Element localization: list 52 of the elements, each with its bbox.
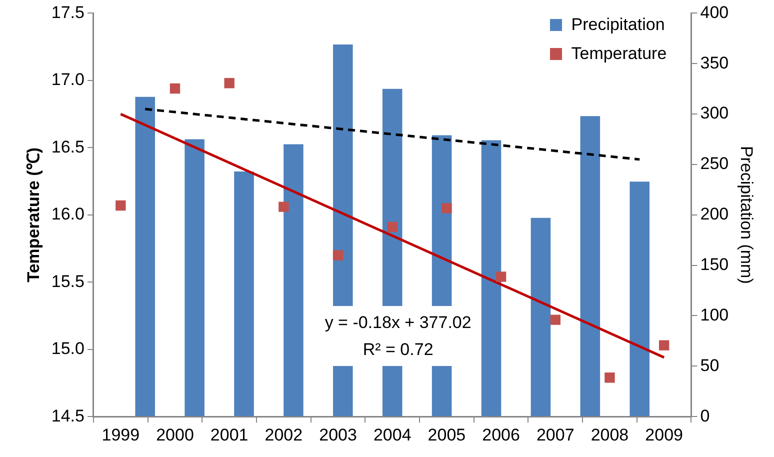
point xyxy=(278,202,289,212)
legend-label: Precipitation xyxy=(571,15,665,36)
x-tick-label: 2002 xyxy=(264,425,303,444)
x-tick-label: 2004 xyxy=(373,425,412,444)
x-tick-label: 2000 xyxy=(156,425,194,444)
annotation: y = -0.18x + 377.02 xyxy=(324,312,472,334)
bar xyxy=(234,172,254,416)
y2-tick-label: 400 xyxy=(700,2,729,22)
point xyxy=(224,78,234,88)
y-axis-title: Temperature (℃) xyxy=(24,148,43,282)
legend-label: Temperature xyxy=(571,44,667,64)
y2-tick-label: 200 xyxy=(700,204,729,224)
point xyxy=(116,200,126,211)
y-tick-label: 15.5 xyxy=(51,272,84,291)
bar xyxy=(184,139,204,416)
x-tick-label: 2006 xyxy=(482,425,520,444)
point xyxy=(550,314,560,325)
bar xyxy=(580,116,600,416)
y2-tick-label: 50 xyxy=(700,356,720,375)
y-tick-label: 14.5 xyxy=(51,406,84,426)
x-tick-label: 2003 xyxy=(319,425,357,444)
point xyxy=(496,272,506,282)
y-tick-label: 16.0 xyxy=(51,204,84,224)
y2-tick-label: 150 xyxy=(700,255,729,274)
x-tick-label: 2005 xyxy=(428,425,466,444)
point xyxy=(387,222,398,232)
bar xyxy=(481,140,502,416)
point xyxy=(658,340,670,350)
y2-axis-title: Precipitation (mm) xyxy=(737,146,756,284)
point xyxy=(170,83,180,94)
bar xyxy=(530,218,551,416)
y-tick-label: 16.5 xyxy=(51,137,84,156)
y-tick-label: 15.0 xyxy=(51,339,84,358)
bar xyxy=(135,96,155,416)
bar xyxy=(630,182,650,416)
point xyxy=(442,203,452,214)
x-tick-label: 2007 xyxy=(536,425,574,444)
y2-tick-label: 350 xyxy=(700,53,729,72)
point xyxy=(604,372,615,383)
x-tick-label: 2009 xyxy=(645,425,683,444)
y2-tick-label: 250 xyxy=(700,154,729,174)
y2-tick-label: 0 xyxy=(700,406,710,426)
y2-tick-label: 300 xyxy=(700,104,729,123)
x-tick-label: 2001 xyxy=(210,425,248,444)
y-tick-label: 17.0 xyxy=(51,70,84,90)
x-tick-label: 1999 xyxy=(102,425,140,444)
x-tick-label: 2008 xyxy=(590,425,629,444)
annotation: R² = 0.72 xyxy=(362,338,434,361)
point xyxy=(332,250,344,260)
y2-tick-label: 100 xyxy=(700,305,729,324)
bar xyxy=(284,144,304,416)
y-tick-label: 17.5 xyxy=(51,2,84,22)
